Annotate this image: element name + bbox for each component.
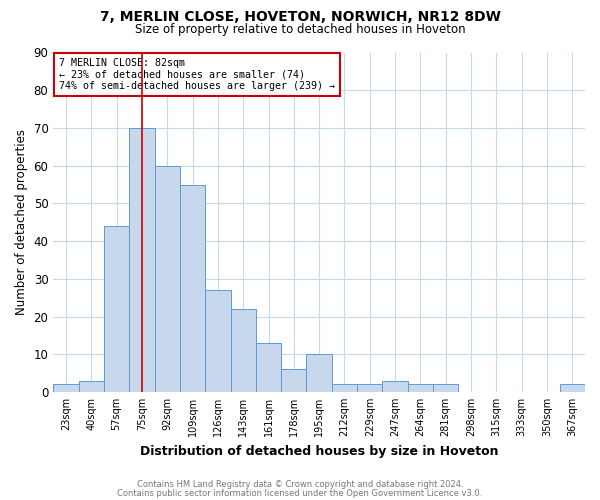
Bar <box>256 343 281 392</box>
Bar <box>205 290 230 392</box>
Bar <box>155 166 180 392</box>
Bar <box>307 354 332 392</box>
Text: Contains public sector information licensed under the Open Government Licence v3: Contains public sector information licen… <box>118 488 482 498</box>
Bar <box>180 184 205 392</box>
Bar <box>281 370 307 392</box>
Bar <box>382 380 408 392</box>
Bar <box>560 384 585 392</box>
X-axis label: Distribution of detached houses by size in Hoveton: Distribution of detached houses by size … <box>140 444 499 458</box>
Bar <box>79 380 104 392</box>
Bar <box>357 384 382 392</box>
Bar <box>129 128 155 392</box>
Text: 7 MERLIN CLOSE: 82sqm
← 23% of detached houses are smaller (74)
74% of semi-deta: 7 MERLIN CLOSE: 82sqm ← 23% of detached … <box>59 58 335 91</box>
Bar <box>104 226 129 392</box>
Bar <box>53 384 79 392</box>
Bar <box>408 384 433 392</box>
Text: 7, MERLIN CLOSE, HOVETON, NORWICH, NR12 8DW: 7, MERLIN CLOSE, HOVETON, NORWICH, NR12 … <box>100 10 500 24</box>
Bar <box>230 309 256 392</box>
Bar <box>332 384 357 392</box>
Text: Contains HM Land Registry data © Crown copyright and database right 2024.: Contains HM Land Registry data © Crown c… <box>137 480 463 489</box>
Bar <box>433 384 458 392</box>
Text: Size of property relative to detached houses in Hoveton: Size of property relative to detached ho… <box>134 22 466 36</box>
Y-axis label: Number of detached properties: Number of detached properties <box>15 129 28 315</box>
